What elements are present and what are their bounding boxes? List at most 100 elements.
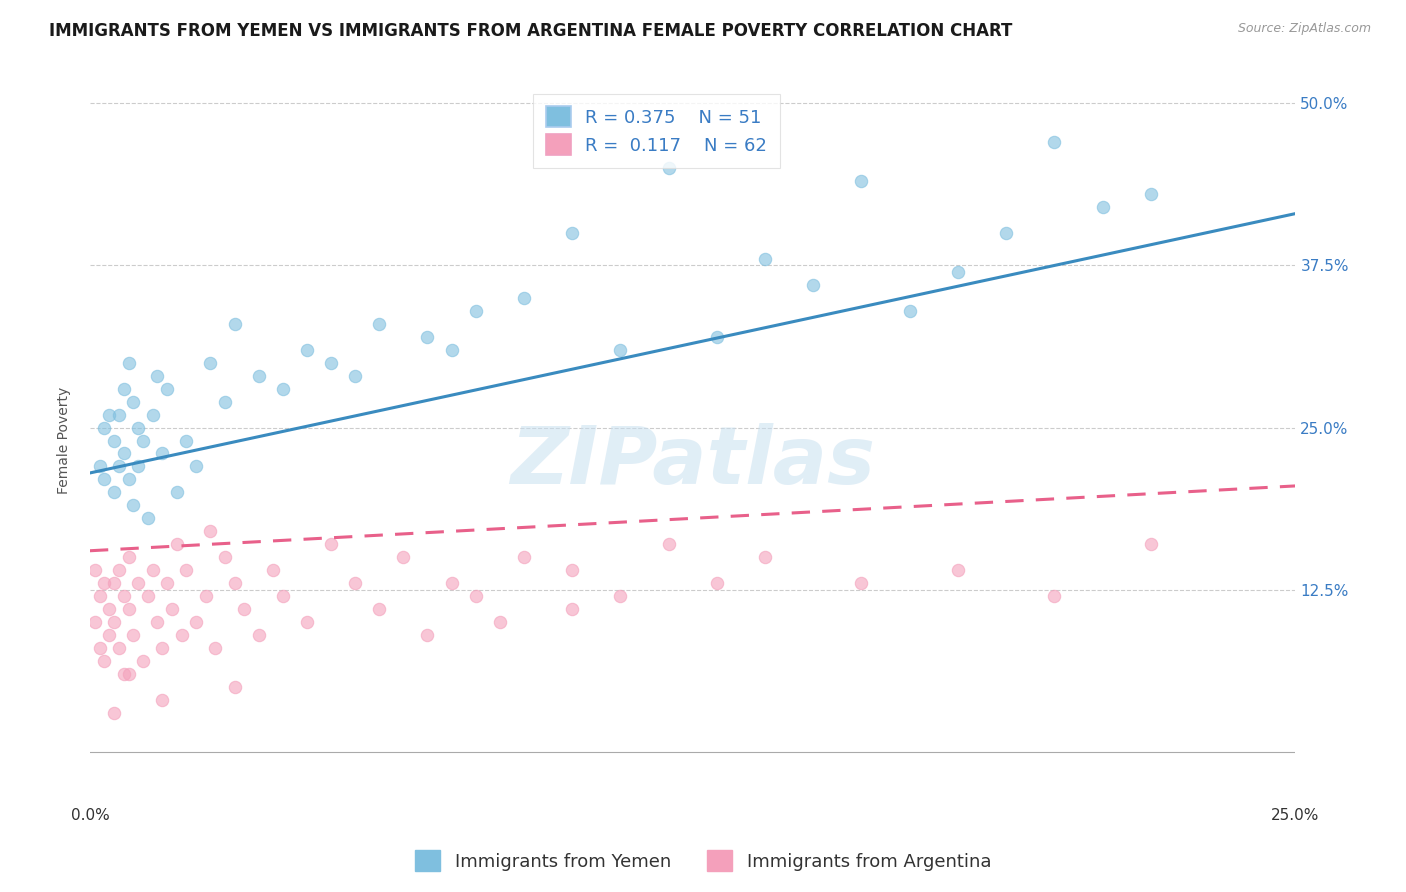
Point: [851, 576, 873, 591]
Point: [98, 628, 121, 642]
Point: [117, 602, 139, 616]
Point: [247, 368, 270, 383]
Point: [150, 693, 173, 707]
Point: [513, 291, 536, 305]
Point: [127, 576, 149, 591]
Point: [368, 602, 391, 616]
Point: [464, 303, 486, 318]
Point: [184, 615, 207, 629]
Point: [295, 343, 318, 357]
Point: [233, 602, 256, 616]
Point: [108, 563, 131, 577]
Point: [93, 420, 115, 434]
Point: [658, 537, 681, 551]
Point: [156, 576, 179, 591]
Point: [200, 524, 222, 539]
Point: [416, 330, 439, 344]
Point: [170, 628, 193, 642]
Point: [156, 382, 179, 396]
Text: Source: ZipAtlas.com: Source: ZipAtlas.com: [1237, 22, 1371, 36]
Point: [112, 589, 135, 603]
Point: [1139, 187, 1161, 202]
Point: [166, 537, 188, 551]
Point: [851, 174, 873, 188]
Point: [83, 563, 105, 577]
Point: [706, 576, 728, 591]
Point: [122, 394, 145, 409]
Point: [112, 446, 135, 460]
Point: [132, 654, 155, 668]
Point: [416, 628, 439, 642]
Point: [224, 317, 246, 331]
Point: [368, 317, 391, 331]
Point: [93, 654, 115, 668]
Point: [176, 563, 198, 577]
Point: [150, 446, 173, 460]
Point: [658, 161, 681, 176]
Point: [160, 602, 183, 616]
Legend: Immigrants from Yemen, Immigrants from Argentina: Immigrants from Yemen, Immigrants from A…: [408, 843, 998, 879]
Point: [204, 640, 226, 655]
Point: [103, 706, 125, 720]
Point: [142, 563, 165, 577]
Point: [319, 356, 342, 370]
Point: [319, 537, 342, 551]
Point: [214, 394, 236, 409]
Point: [103, 434, 125, 448]
Point: [262, 563, 284, 577]
Y-axis label: Female Poverty: Female Poverty: [58, 387, 72, 494]
Point: [754, 252, 776, 266]
Point: [117, 472, 139, 486]
Point: [1091, 200, 1114, 214]
Point: [98, 602, 121, 616]
Point: [1043, 589, 1066, 603]
Point: [117, 356, 139, 370]
Point: [117, 550, 139, 565]
Point: [464, 589, 486, 603]
Point: [754, 550, 776, 565]
Point: [127, 420, 149, 434]
Point: [117, 667, 139, 681]
Point: [898, 303, 921, 318]
Point: [93, 472, 115, 486]
Point: [146, 368, 169, 383]
Point: [112, 382, 135, 396]
Point: [194, 589, 217, 603]
Point: [200, 356, 222, 370]
Point: [136, 511, 159, 525]
Point: [488, 615, 510, 629]
Point: [89, 459, 111, 474]
Point: [103, 485, 125, 500]
Point: [801, 277, 824, 292]
Point: [609, 589, 631, 603]
Point: [1043, 136, 1066, 150]
Point: [561, 226, 583, 240]
Point: [440, 343, 463, 357]
Point: [946, 265, 969, 279]
Point: [98, 408, 121, 422]
Point: [176, 434, 198, 448]
Point: [561, 602, 583, 616]
Point: [392, 550, 415, 565]
Point: [83, 615, 105, 629]
Point: [108, 640, 131, 655]
Point: [122, 628, 145, 642]
Text: IMMIGRANTS FROM YEMEN VS IMMIGRANTS FROM ARGENTINA FEMALE POVERTY CORRELATION CH: IMMIGRANTS FROM YEMEN VS IMMIGRANTS FROM…: [49, 22, 1012, 40]
Point: [224, 576, 246, 591]
Point: [122, 499, 145, 513]
Point: [224, 680, 246, 694]
Point: [132, 434, 155, 448]
Point: [112, 667, 135, 681]
Point: [344, 576, 367, 591]
Point: [166, 485, 188, 500]
Point: [706, 330, 728, 344]
Point: [108, 459, 131, 474]
Point: [89, 589, 111, 603]
Point: [295, 615, 318, 629]
Point: [136, 589, 159, 603]
Point: [271, 382, 294, 396]
Point: [103, 576, 125, 591]
Point: [142, 408, 165, 422]
Point: [946, 563, 969, 577]
Point: [108, 408, 131, 422]
